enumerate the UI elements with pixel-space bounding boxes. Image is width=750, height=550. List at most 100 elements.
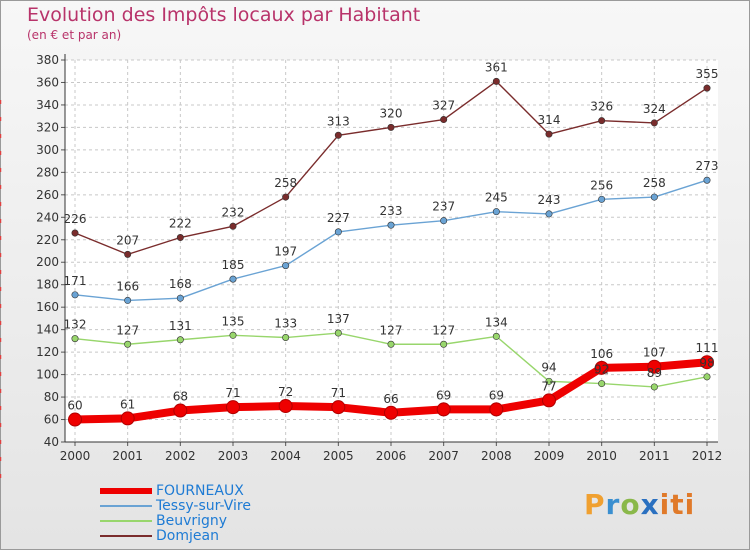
tick-label-y: 200 <box>36 255 59 269</box>
data-label-fourneaux: 68 <box>173 390 188 404</box>
data-label-fourneaux: 60 <box>67 399 82 413</box>
data-label-domjean: 324 <box>643 102 666 116</box>
tick-label-y: 220 <box>36 233 59 247</box>
tick-label-y: 340 <box>36 98 59 112</box>
tick-label-x: 2007 <box>428 449 459 463</box>
legend-swatch-domjean <box>100 535 152 537</box>
tick-label-y: 380 <box>36 53 59 67</box>
data-point-fourneaux <box>700 355 714 370</box>
data-label-beuvrigny: 92 <box>594 363 609 377</box>
data-point-tessy-sur-vire <box>492 208 500 216</box>
legend-label-domjean: Domjean <box>156 528 219 544</box>
tick-label-x: 2003 <box>218 449 249 463</box>
tick-label-y: 300 <box>36 143 59 157</box>
data-label-domjean: 320 <box>380 106 403 120</box>
data-label-tessy-sur-vire: 233 <box>380 204 403 218</box>
tick-label-y: 80 <box>44 390 59 404</box>
legend-item-beuvrigny[interactable]: Beuvrigny <box>100 514 251 529</box>
tick-label-y: 260 <box>36 188 59 202</box>
data-point-tessy-sur-vire <box>703 176 711 184</box>
data-label-fourneaux: 71 <box>331 386 346 400</box>
tick-label-x: 2011 <box>639 449 670 463</box>
data-point-domjean <box>282 193 290 201</box>
tick-label-y: 360 <box>36 75 59 89</box>
legend: FOURNEAUX Tessy-sur-Vire Beuvrigny Domje… <box>100 484 251 544</box>
data-point-domjean <box>492 77 500 85</box>
legend-item-fourneaux[interactable]: FOURNEAUX <box>100 484 251 499</box>
data-label-beuvrigny: 133 <box>274 317 297 331</box>
legend-label-beuvrigny: Beuvrigny <box>156 513 228 529</box>
tick-label-y: 100 <box>36 368 59 382</box>
data-label-tessy-sur-vire: 243 <box>538 193 561 207</box>
data-label-fourneaux: 66 <box>383 392 398 406</box>
data-label-fourneaux: 107 <box>643 346 666 360</box>
data-point-fourneaux <box>120 411 135 426</box>
tick-label-y: 40 <box>44 435 59 449</box>
data-point-fourneaux <box>647 359 662 374</box>
data-point-domjean <box>71 229 79 237</box>
data-point-domjean <box>598 117 606 125</box>
data-label-fourneaux: 72 <box>278 385 293 399</box>
data-point-beuvrigny <box>703 373 711 381</box>
data-label-tessy-sur-vire: 166 <box>116 279 139 293</box>
data-label-tessy-sur-vire: 245 <box>485 191 508 205</box>
data-point-tessy-sur-vire <box>229 275 237 283</box>
data-point-domjean <box>703 84 711 92</box>
data-point-beuvrigny <box>387 340 395 348</box>
data-point-tessy-sur-vire <box>71 291 79 299</box>
data-point-beuvrigny <box>176 336 184 344</box>
tick-label-x: 2004 <box>270 449 301 463</box>
data-label-domjean: 226 <box>64 212 87 226</box>
data-label-beuvrigny: 127 <box>116 323 139 337</box>
data-label-tessy-sur-vire: 185 <box>222 258 245 272</box>
tick-label-y: 280 <box>36 165 59 179</box>
legend-label-fourneaux: FOURNEAUX <box>156 483 244 499</box>
data-point-fourneaux <box>278 399 293 414</box>
data-point-tessy-sur-vire <box>282 262 290 270</box>
data-point-fourneaux <box>384 405 398 420</box>
legend-item-tessy-sur-vire[interactable]: Tessy-sur-Vire <box>100 499 251 514</box>
data-label-beuvrigny: 134 <box>485 315 508 329</box>
data-label-domjean: 361 <box>485 60 508 74</box>
data-point-beuvrigny <box>492 332 500 340</box>
data-point-fourneaux <box>489 402 504 417</box>
tick-label-x: 2002 <box>165 449 196 463</box>
tick-label-y: 60 <box>44 413 59 427</box>
data-label-tessy-sur-vire: 237 <box>432 200 455 214</box>
data-point-beuvrigny <box>334 329 342 337</box>
data-label-domjean: 326 <box>590 100 613 114</box>
data-point-fourneaux <box>594 360 609 375</box>
data-label-beuvrigny: 127 <box>432 323 455 337</box>
data-point-domjean <box>650 119 658 127</box>
data-label-domjean: 314 <box>538 113 561 127</box>
data-label-tessy-sur-vire: 256 <box>590 178 613 192</box>
data-label-fourneaux: 69 <box>489 388 504 402</box>
data-label-fourneaux: 77 <box>541 379 556 393</box>
data-point-domjean <box>334 131 342 139</box>
data-point-fourneaux <box>226 400 240 415</box>
chart-title: Evolution des Impôts locaux par Habitant <box>27 4 421 26</box>
tick-label-y: 120 <box>36 345 59 359</box>
tick-label-y: 180 <box>36 278 59 292</box>
data-label-beuvrigny: 131 <box>169 319 192 333</box>
tick-label-x: 2010 <box>586 449 617 463</box>
data-point-domjean <box>387 123 395 131</box>
data-point-fourneaux <box>68 412 82 427</box>
chart-subtitle: (en € et par an) <box>27 28 122 42</box>
legend-swatch-fourneaux <box>100 488 152 494</box>
data-label-tessy-sur-vire: 227 <box>327 211 350 225</box>
data-label-beuvrigny: 137 <box>327 312 350 326</box>
data-label-fourneaux: 61 <box>120 397 135 411</box>
legend-item-domjean[interactable]: Domjean <box>100 529 251 544</box>
tick-label-y: 240 <box>36 210 59 224</box>
data-label-beuvrigny: 135 <box>222 314 245 328</box>
data-label-domjean: 355 <box>696 67 719 81</box>
data-point-fourneaux <box>542 393 556 408</box>
data-label-domjean: 222 <box>169 217 192 231</box>
data-label-tessy-sur-vire: 168 <box>169 277 192 291</box>
data-label-domjean: 232 <box>222 205 245 219</box>
data-point-fourneaux <box>173 403 188 418</box>
data-label-domjean: 207 <box>116 233 139 247</box>
data-point-beuvrigny <box>229 331 237 339</box>
